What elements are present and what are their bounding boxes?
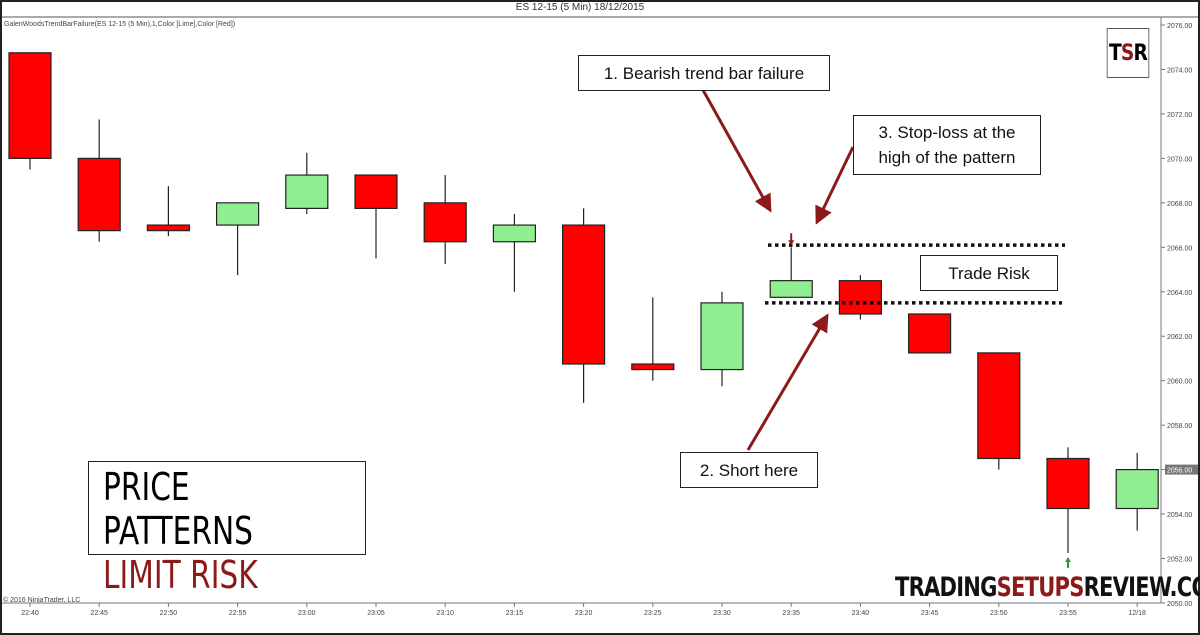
- candle-body: [492, 224, 536, 243]
- candle: [769, 247, 813, 298]
- candle: [977, 352, 1021, 470]
- candle-body: [561, 224, 606, 365]
- y-tick-label: 2058.00: [1167, 423, 1192, 430]
- candle-body: [285, 174, 329, 209]
- annotation-short-here: 2. Short here: [680, 452, 818, 488]
- x-tick-label: 23:20: [575, 610, 593, 617]
- candle-body: [907, 313, 952, 354]
- y-tick-label: 2054.00: [1167, 512, 1192, 519]
- y-tick-label: 2076.00: [1167, 23, 1192, 30]
- indicator-label: GalenWoodsTrendBarFailure(ES 12-15 (5 Mi…: [4, 21, 236, 28]
- candle-body: [1115, 469, 1159, 510]
- x-tick-label: 23:35: [782, 610, 800, 617]
- candle-body: [977, 352, 1021, 460]
- copyright: © 2016 NinjaTrader, LLC: [3, 597, 81, 604]
- candle: [8, 52, 52, 170]
- x-tick-label: 23:25: [644, 610, 662, 617]
- x-tick-label: 23:00: [298, 610, 316, 617]
- candle-body: [354, 174, 398, 209]
- candle: [838, 275, 883, 320]
- annotation-stop-loss-line1: 3. Stop-loss at the: [878, 123, 1016, 142]
- last-price-marker: [1165, 464, 1198, 475]
- candle: [631, 297, 675, 381]
- y-tick-label: 2056.00: [1167, 468, 1192, 475]
- y-tick-label: 2062.00: [1167, 334, 1192, 341]
- banner: PRICE PATTERNS LIMIT RISK: [88, 461, 366, 597]
- x-tick-label: 22:40: [21, 610, 39, 617]
- candle-body: [146, 224, 190, 232]
- annotation-stop-loss: 3. Stop-loss at the high of the pattern: [853, 115, 1041, 175]
- candle: [561, 208, 606, 403]
- y-tick-label: 2068.00: [1167, 201, 1192, 208]
- candle-body: [216, 202, 260, 226]
- annotation-bearish-failure: 1. Bearish trend bar failure: [578, 55, 830, 91]
- y-tick-label: 2060.00: [1167, 379, 1192, 386]
- annotation-stop-loss-line2: high of the pattern: [878, 148, 1016, 167]
- signal-down-arrow-icon: [788, 240, 795, 246]
- candle: [216, 202, 260, 276]
- candle: [285, 152, 329, 214]
- banner-line2: LIMIT RISK: [103, 553, 258, 597]
- x-tick-label: 23:10: [436, 610, 454, 617]
- x-tick-label: 23:50: [990, 610, 1008, 617]
- x-tick-label: 23:30: [713, 610, 731, 617]
- candle: [1115, 452, 1159, 531]
- signal-up-arrow-icon: [1065, 556, 1071, 562]
- x-tick-label: 12/18: [1128, 610, 1146, 617]
- candle: [492, 213, 536, 292]
- candle-body: [769, 280, 813, 298]
- candle-body: [838, 280, 883, 315]
- x-tick-label: 23:15: [506, 610, 524, 617]
- arrow-to-stop-loss: [815, 146, 855, 225]
- y-tick-label: 2064.00: [1167, 290, 1192, 297]
- arrow-to-short-entry: [746, 313, 829, 451]
- arrow-to-failure-bar: [701, 89, 772, 213]
- x-tick-label: 22:45: [90, 610, 108, 617]
- y-tick-label: 2072.00: [1167, 112, 1192, 119]
- x-tick-label: 23:45: [921, 610, 939, 617]
- x-tick-label: 23:55: [1059, 610, 1077, 617]
- candle: [146, 186, 190, 237]
- candle-body: [77, 157, 121, 232]
- y-tick-label: 2066.00: [1167, 245, 1192, 252]
- chart-title: ES 12-15 (5 Min) 18/12/2015: [515, 2, 645, 13]
- annotation-trade-risk: Trade Risk: [920, 255, 1058, 291]
- candle: [354, 174, 398, 259]
- candle: [77, 119, 121, 242]
- candle-body: [631, 363, 675, 371]
- candle-body: [700, 302, 744, 371]
- x-tick-label: 22:50: [160, 610, 178, 617]
- candle-body: [423, 202, 467, 243]
- x-tick-label: 23:05: [367, 610, 385, 617]
- y-tick-label: 2052.00: [1167, 557, 1192, 564]
- candle: [907, 313, 952, 354]
- x-tick-label: 22:55: [229, 610, 247, 617]
- candle: [700, 291, 744, 387]
- y-tick-label: 2050.00: [1167, 601, 1192, 608]
- site-logo: TRADINGSETUPSREVIEW.COM: [895, 572, 1200, 603]
- banner-line1: PRICE PATTERNS: [103, 465, 253, 553]
- candle-body: [1046, 457, 1090, 510]
- candle: [423, 175, 467, 264]
- y-tick-label: 2074.00: [1167, 67, 1192, 74]
- y-tick-label: 2070.00: [1167, 156, 1192, 163]
- candle: [1046, 447, 1090, 553]
- x-tick-label: 23:40: [852, 610, 870, 617]
- candle-body: [8, 52, 52, 159]
